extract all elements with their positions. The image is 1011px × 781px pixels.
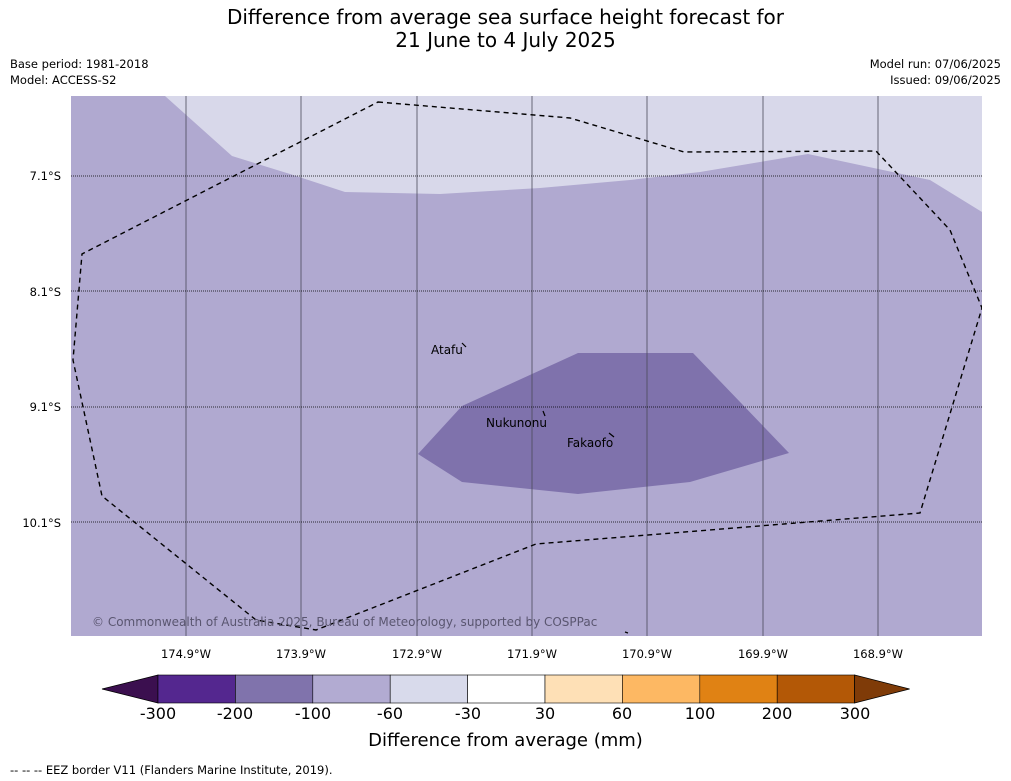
lat-label-2: 8.1°S: [29, 285, 61, 299]
anomaly-region-light: [165, 96, 982, 212]
islands: [461, 342, 629, 634]
cb-tick-1: -300: [139, 704, 177, 723]
colorbar-extend-low: [101, 674, 159, 704]
anomaly-region-dark: [418, 353, 789, 494]
colorbar-swatch: [699, 674, 778, 704]
fakaofo-island: [608, 432, 615, 438]
longitude-gridlines: [185, 96, 879, 636]
base-period: Base period: 1981-2018: [10, 57, 149, 71]
cb-tick-6: 30: [534, 704, 556, 723]
meta-left: Base period: 1981-2018 Model: ACCESS-S2: [10, 56, 149, 88]
lat-label-1: 7.1°S: [29, 169, 61, 183]
colorbar-swatch: [622, 674, 701, 704]
model-run: Model run: 07/06/2025: [869, 57, 1001, 71]
label-nukunonu: Nukunonu: [486, 416, 547, 430]
title-line-1: Difference from average sea surface heig…: [226, 5, 785, 29]
label-fakaofo: Fakaofo: [567, 436, 613, 450]
issued-date: Issued: 09/06/2025: [890, 73, 1001, 87]
eez-legend: -- -- -- EEZ border V11 (Flanders Marine…: [10, 763, 333, 777]
colorbar-swatch: [544, 674, 623, 704]
colorbar-swatch: [235, 674, 314, 704]
cb-tick-5: -30: [454, 704, 482, 723]
meta-right: Model run: 07/06/2025 Issued: 09/06/2025: [870, 56, 1001, 88]
colorbar-swatch: [312, 674, 391, 704]
lat-label-4: 10.1°S: [22, 516, 61, 530]
cb-tick-2: -200: [216, 704, 254, 723]
copyright-text: © Commonwealth of Australia 2025, Bureau…: [92, 615, 597, 629]
colorbar-swatch: [389, 674, 468, 704]
colorbar-swatches: [101, 674, 910, 704]
lon-label-6: 169.9°W: [737, 647, 789, 661]
lon-label-7: 168.9°W: [852, 647, 904, 661]
cb-tick-3: -100: [294, 704, 332, 723]
lat-label-3: 9.1°S: [29, 400, 61, 414]
map-title: Difference from average sea surface heig…: [0, 6, 1011, 52]
cb-tick-8: 100: [684, 704, 716, 723]
colorbar-swatch: [467, 674, 546, 704]
cb-tick-10: 300: [839, 704, 871, 723]
lon-label-1: 174.9°W: [160, 647, 212, 661]
cb-tick-4: -60: [376, 704, 404, 723]
cb-tick-9: 200: [761, 704, 793, 723]
nukunonu-island: [542, 410, 546, 417]
colorbar-title: Difference from average (mm): [368, 730, 643, 751]
small-island-mark: [624, 631, 629, 634]
colorbar-swatch: [776, 674, 855, 704]
model-name: Model: ACCESS-S2: [10, 73, 117, 87]
colorbar-swatch: [157, 674, 236, 704]
title-line-2: 21 June to 4 July 2025: [395, 28, 616, 52]
label-atafu: Atafu: [431, 343, 463, 357]
lon-label-5: 170.9°W: [621, 647, 673, 661]
lon-label-3: 172.9°W: [391, 647, 443, 661]
lon-label-4: 171.9°W: [506, 647, 558, 661]
lon-label-2: 173.9°W: [275, 647, 327, 661]
atafu-island: [461, 342, 467, 348]
eez-border: [72, 101, 982, 631]
colorbar-extend-high: [854, 674, 910, 704]
cb-tick-7: 60: [611, 704, 633, 723]
